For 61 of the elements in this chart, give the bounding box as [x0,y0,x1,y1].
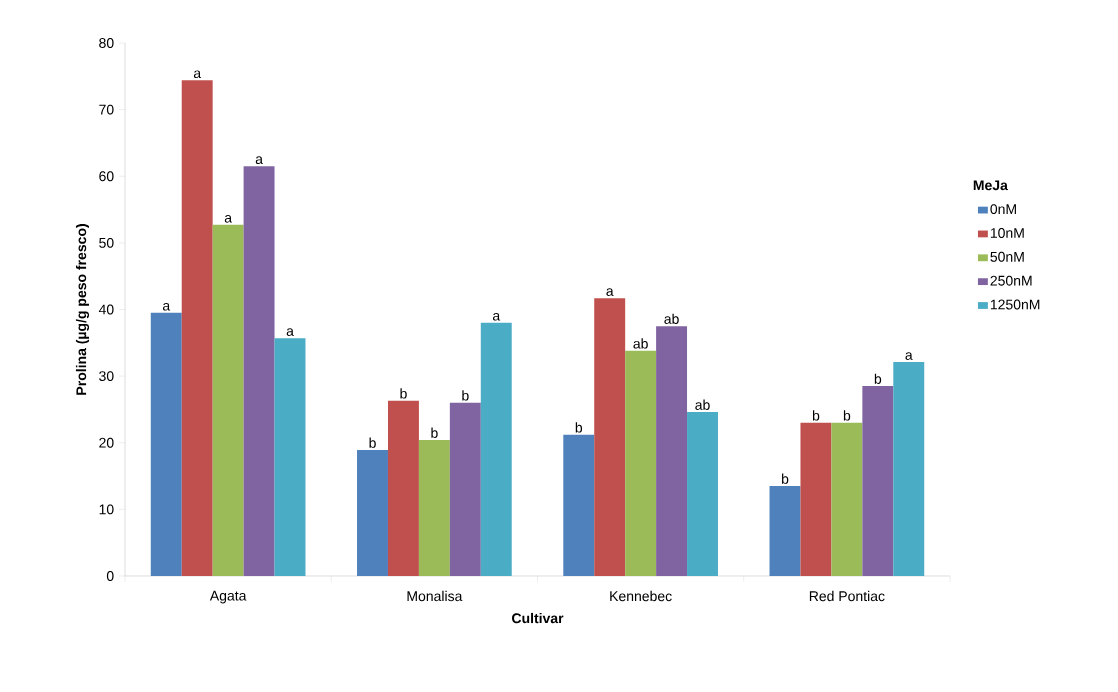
bar [769,486,801,576]
data-label: b [400,388,407,399]
legend-label: 1250nM [990,299,1040,310]
bar [893,362,925,576]
y-tick-label: 60 [99,171,114,182]
bar [357,450,388,576]
data-label: a [905,352,913,360]
bar [387,400,419,576]
y-tick-label: 0 [106,571,114,581]
data-label: b [462,390,469,401]
data-label: b [874,373,882,384]
x-tick-label: Red Pontiac [809,590,885,602]
x-tick-label: Agata [209,590,247,604]
bar [449,402,481,576]
x-tick-label: Monalisa [407,590,463,602]
bar [418,440,450,576]
data-label: ab [695,399,710,410]
data-label: a [193,70,202,79]
data-label: a [492,312,501,321]
data-label: b [782,473,789,484]
y-tick-label: 20 [99,437,114,448]
data-label: ab [664,313,679,324]
x-axis-title: Cultivar [512,612,564,624]
y-tick-label: 50 [99,237,114,248]
bar [594,298,626,576]
data-label: b [431,427,438,438]
data-label: b [575,422,583,433]
x-tick-label: Kennebec [610,590,672,602]
bar [862,386,894,576]
bar [243,166,275,576]
bar [181,80,213,576]
data-label: a [286,328,294,336]
bar [212,224,244,576]
y-tick-label: 40 [98,304,114,315]
data-label: a [162,302,171,311]
legend-label: 250nM [990,275,1032,286]
y-tick-label: 30 [99,371,114,382]
legend-label: 50nM [990,251,1024,262]
bar [150,312,182,576]
bar [274,338,306,576]
bar [480,322,512,576]
bar [831,422,863,576]
legend-label: 0nM [990,204,1016,215]
bar [563,434,595,576]
bar [656,326,688,576]
y-axis-title: Prolina (µg/g peso fresco) [75,224,90,395]
data-label: b [843,410,851,421]
y-tick-label: 70 [99,104,114,115]
data-label: b [812,410,820,421]
data-label: a [224,215,233,223]
legend-label: 10nM [990,227,1024,238]
y-tick-label: 10 [99,504,114,515]
y-tick-label: 80 [99,38,114,48]
data-label: b [369,437,376,448]
data-label: a [255,156,263,165]
bar [687,412,718,576]
data-label: ab [633,338,648,349]
legend-title: MeJa [973,180,1008,191]
bar [800,422,832,576]
bar [625,350,657,576]
data-label: a [606,288,614,296]
